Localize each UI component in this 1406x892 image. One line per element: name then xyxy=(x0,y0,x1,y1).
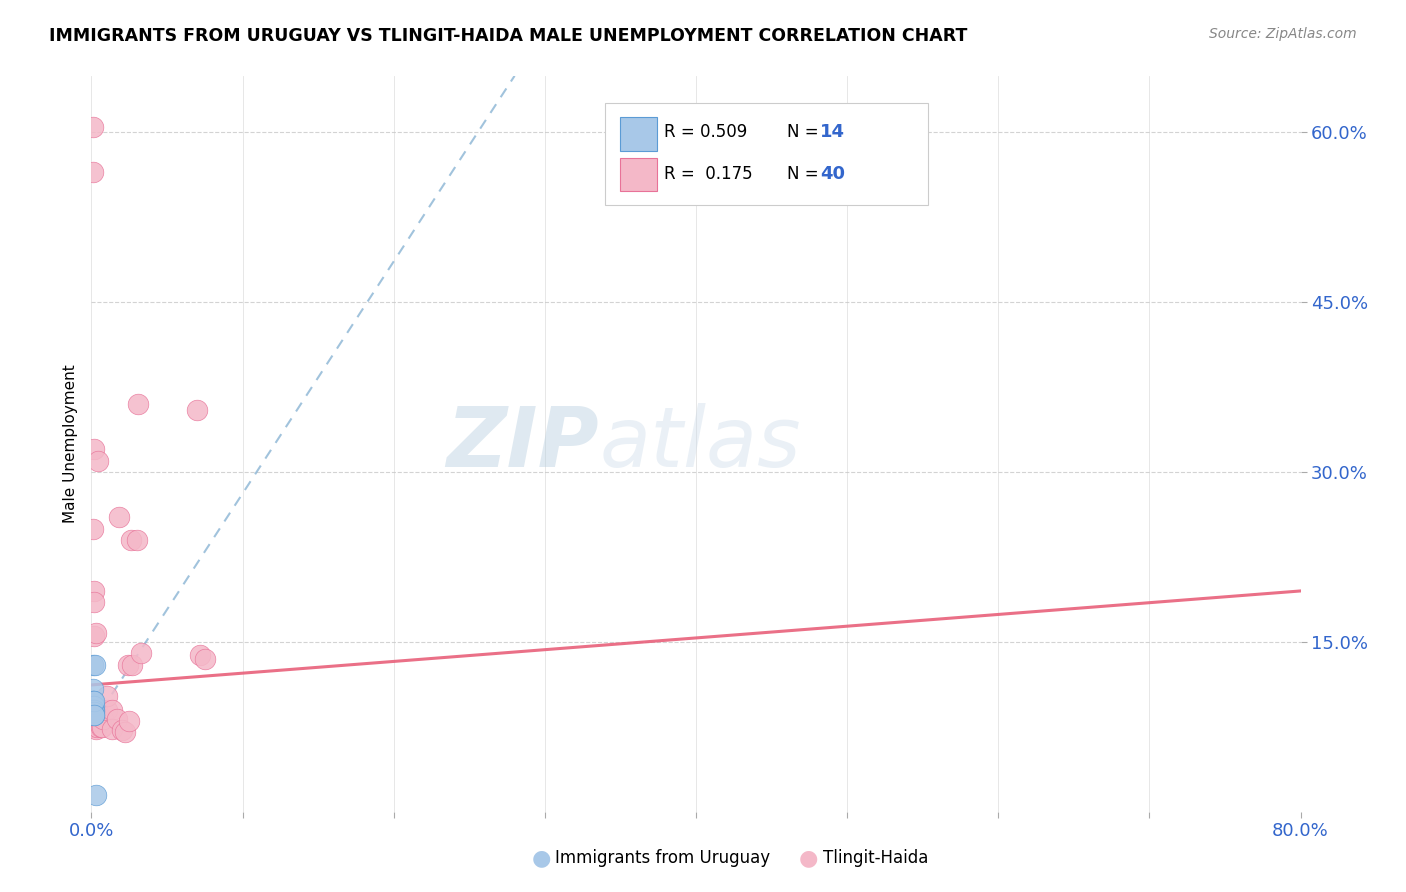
Point xyxy=(84,788,107,802)
Point xyxy=(86,703,108,717)
Point xyxy=(83,720,105,734)
Text: R = 0.509: R = 0.509 xyxy=(664,123,747,141)
Point xyxy=(83,708,105,723)
Point xyxy=(83,708,105,723)
Point xyxy=(96,703,118,717)
Point xyxy=(82,657,104,672)
Text: R =  0.175: R = 0.175 xyxy=(664,166,752,184)
Point xyxy=(83,442,105,457)
Point xyxy=(83,629,105,643)
Point xyxy=(86,714,108,728)
Text: atlas: atlas xyxy=(599,403,801,484)
Point xyxy=(87,708,110,723)
Point xyxy=(83,595,105,609)
Point xyxy=(105,712,128,726)
Point xyxy=(83,699,105,714)
Point xyxy=(82,694,104,708)
Point xyxy=(82,699,104,714)
Text: N =: N = xyxy=(787,166,824,184)
Point xyxy=(90,720,112,734)
Point xyxy=(82,120,104,134)
Point xyxy=(118,714,141,728)
Text: IMMIGRANTS FROM URUGUAY VS TLINGIT-HAIDA MALE UNEMPLOYMENT CORRELATION CHART: IMMIGRANTS FROM URUGUAY VS TLINGIT-HAIDA… xyxy=(49,27,967,45)
Text: ●: ● xyxy=(799,848,818,868)
Point xyxy=(84,714,107,728)
Point xyxy=(194,652,217,666)
Point xyxy=(114,725,136,739)
Point xyxy=(82,522,104,536)
Point xyxy=(89,714,111,728)
Text: ●: ● xyxy=(531,848,551,868)
Text: ZIP: ZIP xyxy=(447,403,599,484)
Point xyxy=(96,690,118,704)
Point xyxy=(84,705,107,719)
Point xyxy=(82,694,104,708)
Point xyxy=(86,720,108,734)
Point xyxy=(83,705,105,719)
Point xyxy=(84,703,107,717)
Point xyxy=(82,165,104,179)
Text: N =: N = xyxy=(787,123,824,141)
Point xyxy=(127,397,149,411)
Point xyxy=(188,648,211,663)
Point xyxy=(120,533,142,547)
Point xyxy=(87,454,110,468)
Point xyxy=(101,722,124,736)
Point xyxy=(129,646,152,660)
Point xyxy=(108,510,131,524)
Point xyxy=(83,694,105,708)
Point xyxy=(82,682,104,697)
Text: Immigrants from Uruguay: Immigrants from Uruguay xyxy=(555,849,770,867)
Point xyxy=(84,722,107,736)
Point xyxy=(87,708,110,723)
Point xyxy=(84,714,107,728)
Point xyxy=(111,723,132,738)
Point xyxy=(83,584,105,599)
Text: Source: ZipAtlas.com: Source: ZipAtlas.com xyxy=(1209,27,1357,41)
Point xyxy=(117,657,139,672)
Point xyxy=(93,712,115,726)
Point xyxy=(84,625,107,640)
Point xyxy=(101,703,124,717)
Text: 14: 14 xyxy=(820,123,845,141)
Point xyxy=(82,697,104,711)
Point xyxy=(125,533,148,547)
Text: 40: 40 xyxy=(820,166,845,184)
Point xyxy=(121,657,143,672)
Y-axis label: Male Unemployment: Male Unemployment xyxy=(62,365,77,523)
Point xyxy=(186,402,208,417)
Point xyxy=(83,703,105,717)
Text: Tlingit-Haida: Tlingit-Haida xyxy=(823,849,928,867)
Point xyxy=(90,720,112,734)
Point xyxy=(83,657,105,672)
Point xyxy=(86,703,108,717)
